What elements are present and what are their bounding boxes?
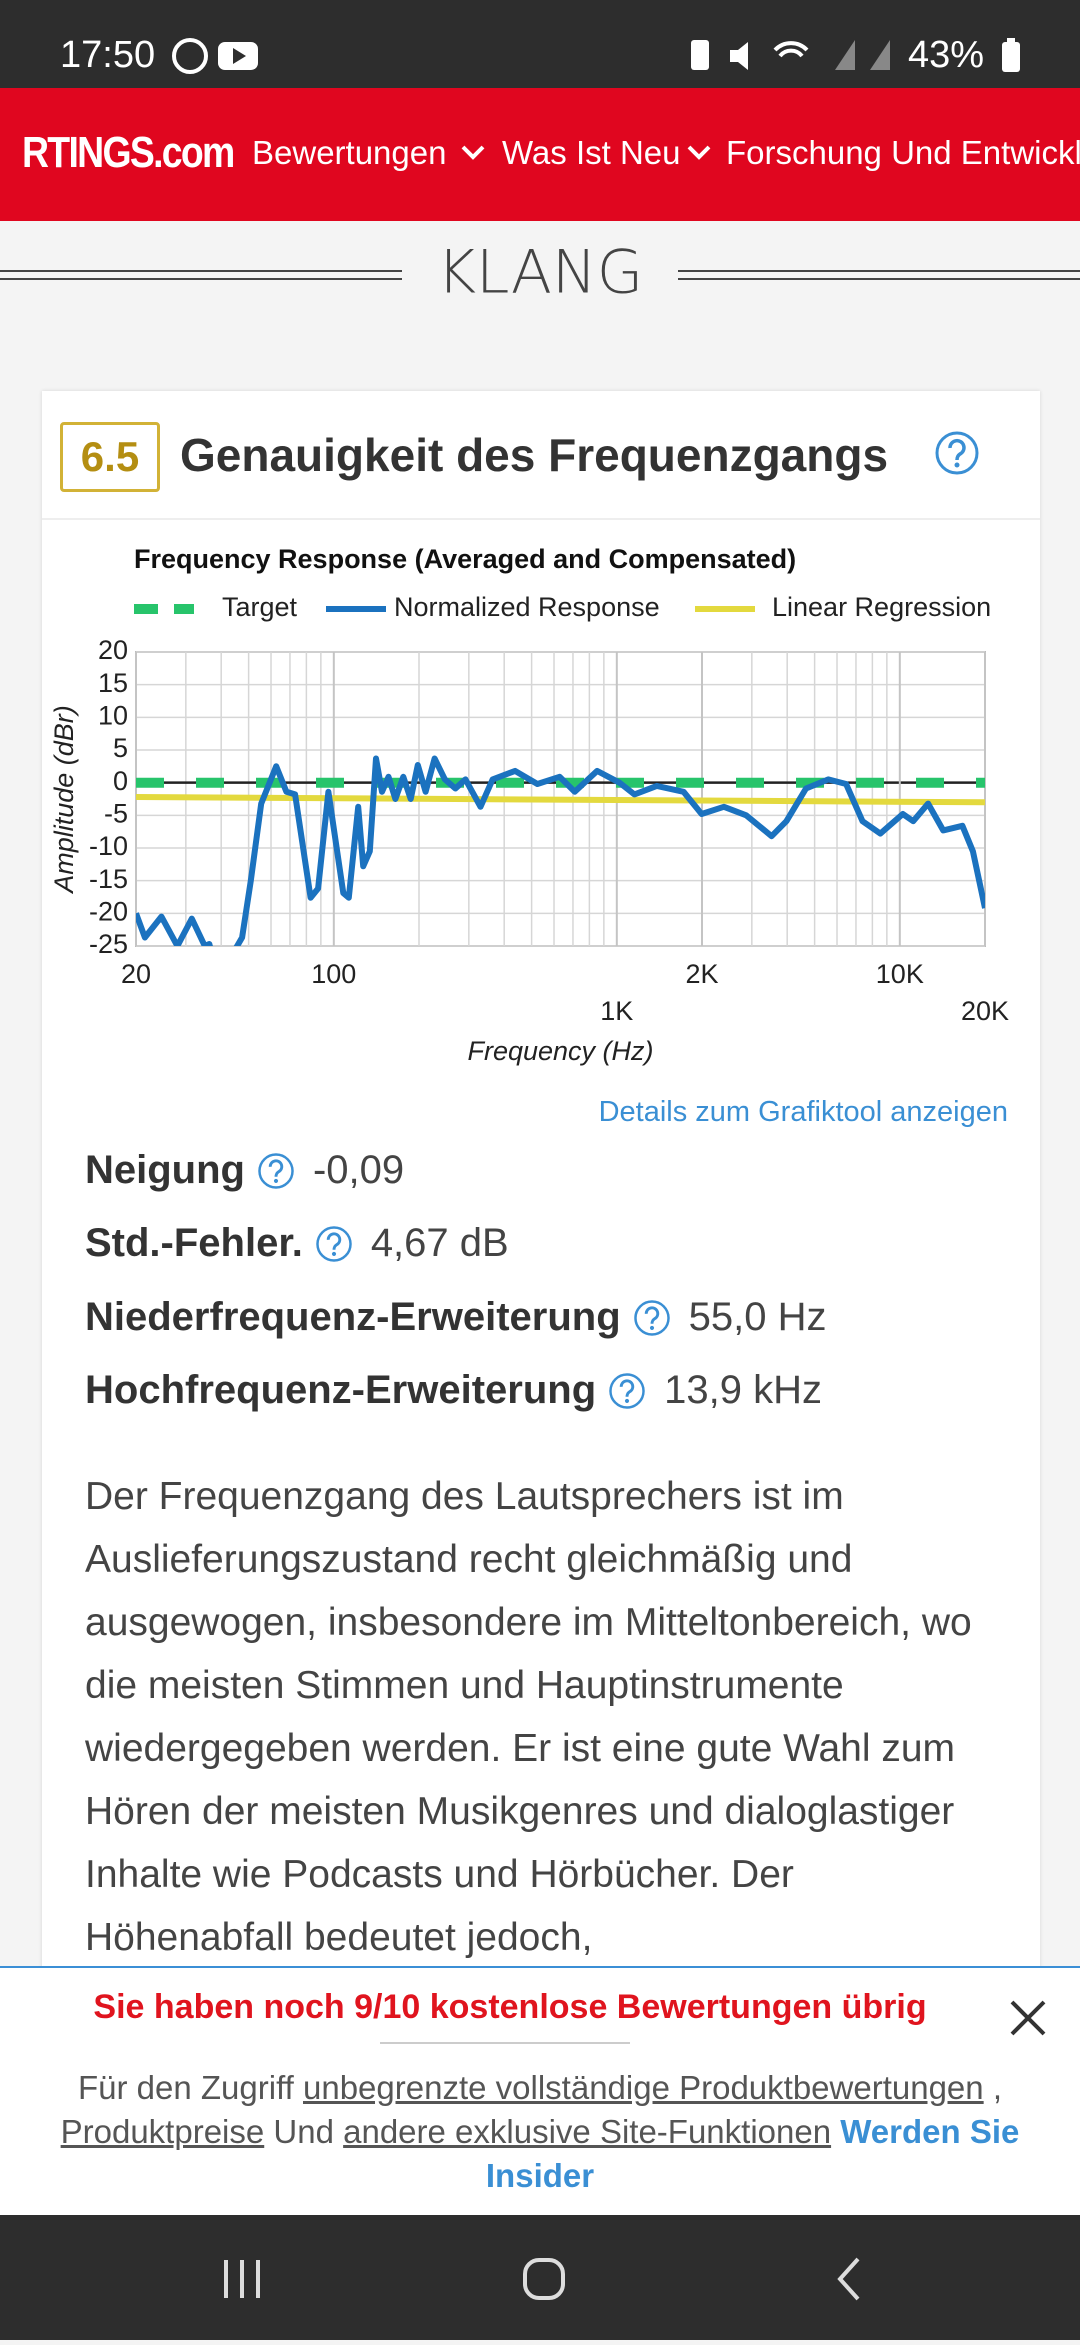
banner-link[interactable]: Produktpreise	[60, 2113, 265, 2150]
help-icon[interactable]	[257, 1152, 295, 1190]
x-tick-label: 100	[311, 959, 356, 989]
banner-link[interactable]: unbegrenzte vollständige Produktbewertun…	[303, 2069, 984, 2106]
y-tick-label: 20	[98, 635, 128, 665]
metric-label: Std.-Fehler.	[85, 1221, 303, 1265]
chart-link[interactable]: Details zum Grafiktool anzeigen	[598, 1096, 1008, 1128]
metric-label: Hochfrequenz-Erweiterung	[85, 1368, 597, 1412]
nav-item[interactable]: Was Ist Neu	[502, 134, 681, 171]
metric-value: 13,9 kHz	[664, 1368, 823, 1412]
banner-intro: Für den Zugriff	[78, 2069, 294, 2106]
metric-value: 55,0 Hz	[688, 1295, 827, 1339]
help-icon[interactable]	[608, 1372, 646, 1410]
series-line	[136, 755, 985, 946]
chevron	[461, 145, 485, 160]
back-button[interactable]	[837, 2257, 860, 2301]
x-tick-label: 20K	[961, 996, 1009, 1026]
x-tick-label: 20	[121, 959, 151, 989]
banner-separator: ,	[992, 2069, 1002, 2106]
plot-series	[136, 755, 985, 946]
banner-heading: Sie haben noch 9/10 kostenlose Bewertung…	[93, 1988, 927, 2026]
metric-row: Niederfrequenz-Erweiterung 55,0 Hz	[85, 1295, 827, 1340]
divider	[42, 518, 1040, 520]
banner-rule	[380, 2042, 630, 2044]
metric-value: -0,09	[312, 1148, 405, 1192]
legend-label: Linear Regression	[772, 592, 991, 622]
banner-cta[interactable]: Werden Sie Insider	[485, 2113, 1020, 2194]
status-bar: 17:50 43%	[0, 0, 1080, 88]
banner-conjunction: Und	[273, 2113, 334, 2150]
y-axis-title: Amplitude (dBr)	[49, 705, 79, 895]
metric-value: 4,67 dB	[370, 1221, 509, 1265]
help-icon[interactable]	[315, 1225, 353, 1263]
y-tick-label: -25	[89, 929, 128, 959]
paywall-banner: Sie haben noch 9/10 kostenlose Bewertung…	[0, 1966, 1080, 2217]
notification-icons	[172, 38, 258, 74]
help-icon[interactable]	[633, 1299, 671, 1337]
system-nav	[0, 2215, 1080, 2340]
series-line	[136, 794, 985, 806]
x-tick-label: 10K	[876, 959, 924, 989]
metric-row: Std.-Fehler. 4,67 dB	[85, 1221, 509, 1266]
nav-item[interactable]: Bewertungen	[252, 134, 447, 171]
metric-label: Neigung	[85, 1148, 245, 1192]
card-title: Genauigkeit des Frequenzgangs	[180, 429, 889, 481]
y-tick-label: -5	[104, 798, 128, 828]
system-icons	[691, 40, 890, 70]
legend-label: Target	[222, 592, 298, 622]
recents-button[interactable]	[224, 2260, 260, 2298]
score-badge: 6.5	[60, 422, 160, 492]
top-nav: RTINGS.com Bewertungen Was Ist Neu Forsc…	[0, 88, 1080, 221]
y-tick-label: 5	[113, 733, 128, 763]
y-tick-label: -20	[89, 896, 128, 926]
chart: Frequency Response (Averaged and Compens…	[49, 544, 1009, 1066]
battery-icon	[1002, 38, 1020, 72]
x-tick-label: 2K	[685, 959, 718, 989]
system-nav-icons	[224, 2257, 860, 2301]
chart-title: Frequency Response (Averaged and Compens…	[134, 544, 796, 574]
nav-item[interactable]: Forschung Und Entwicklu	[726, 134, 1080, 171]
help-icon[interactable]	[934, 430, 980, 476]
y-tick-label: -15	[89, 864, 128, 894]
metric-row: Hochfrequenz-Erweiterung 13,9 kHz	[85, 1368, 822, 1413]
metric-row: Neigung -0,09	[85, 1148, 404, 1193]
battery-level: 43%	[908, 34, 985, 76]
y-tick-label: 15	[98, 668, 128, 698]
legend-label: Normalized Response	[394, 592, 660, 622]
y-tick-label: 0	[113, 766, 128, 796]
section-title: KLANG	[437, 240, 644, 308]
metric-label: Niederfrequenz-Erweiterung	[85, 1295, 621, 1339]
banner-link[interactable]: andere exklusive Site-Funktionen	[343, 2113, 832, 2150]
section-header: KLANG	[0, 240, 1080, 308]
home-button[interactable]	[523, 2258, 565, 2300]
clock: 17:50	[60, 34, 156, 76]
close-button[interactable]	[1008, 1998, 1048, 2038]
x-axis-title: Frequency (Hz)	[467, 1036, 653, 1066]
y-tick-label: 10	[98, 700, 128, 730]
x-tick-label: 1K	[600, 996, 633, 1026]
y-tick-label: -10	[89, 831, 128, 861]
banner-text: Für den Zugriff unbegrenzte vollständige…	[10, 2066, 1070, 2198]
chevron	[687, 145, 711, 160]
paragraph: Der Frequenzgang des Lautsprechers ist i…	[85, 1475, 972, 1959]
logo[interactable]: RTINGS.com	[22, 128, 235, 177]
